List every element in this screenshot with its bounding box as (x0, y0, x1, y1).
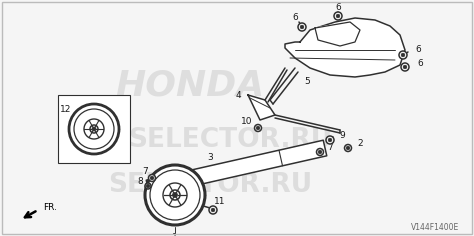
Circle shape (145, 165, 205, 225)
Circle shape (300, 25, 304, 29)
Circle shape (170, 190, 180, 200)
Circle shape (173, 193, 177, 198)
Circle shape (318, 150, 322, 154)
Circle shape (74, 109, 114, 149)
Text: 11: 11 (214, 198, 226, 206)
Text: HONDA: HONDA (115, 68, 264, 102)
Text: 6: 6 (335, 4, 341, 13)
Circle shape (317, 148, 323, 156)
Circle shape (148, 174, 155, 181)
Text: 8: 8 (137, 177, 143, 186)
Text: 1: 1 (172, 232, 178, 236)
Circle shape (255, 125, 262, 131)
Polygon shape (315, 22, 360, 46)
Circle shape (403, 65, 407, 69)
Circle shape (146, 184, 150, 188)
Circle shape (345, 144, 352, 152)
Polygon shape (146, 140, 327, 196)
Circle shape (334, 12, 342, 20)
Text: 5: 5 (304, 77, 310, 87)
Circle shape (336, 14, 340, 18)
Text: SELECTOR.RU: SELECTOR.RU (108, 172, 312, 198)
Circle shape (150, 170, 200, 220)
Circle shape (256, 126, 260, 130)
Circle shape (150, 176, 154, 180)
Circle shape (90, 125, 98, 133)
Circle shape (92, 127, 96, 131)
Text: SELECTOR.RU: SELECTOR.RU (128, 127, 332, 153)
Circle shape (298, 23, 306, 31)
Text: 4: 4 (235, 92, 241, 101)
Circle shape (326, 136, 334, 144)
Circle shape (211, 208, 215, 212)
FancyBboxPatch shape (58, 95, 130, 163)
Circle shape (209, 206, 217, 214)
Polygon shape (285, 18, 405, 77)
Circle shape (163, 183, 187, 207)
Text: 3: 3 (207, 153, 213, 163)
Circle shape (328, 138, 332, 142)
Circle shape (346, 146, 350, 150)
Circle shape (399, 51, 407, 59)
Circle shape (145, 183, 151, 189)
Circle shape (69, 104, 119, 154)
Text: FR.: FR. (43, 203, 57, 212)
Text: 7: 7 (327, 143, 333, 152)
Text: 6: 6 (415, 46, 421, 55)
Text: 2: 2 (357, 139, 363, 148)
Text: 7: 7 (142, 168, 148, 177)
Text: 6: 6 (292, 13, 298, 22)
Text: 12: 12 (60, 105, 72, 114)
Text: V144F1400E: V144F1400E (411, 223, 459, 232)
Text: 9: 9 (339, 131, 345, 139)
Text: 10: 10 (241, 118, 253, 126)
Text: 6: 6 (417, 59, 423, 68)
Circle shape (84, 119, 104, 139)
Polygon shape (248, 95, 275, 120)
Circle shape (401, 63, 409, 71)
Circle shape (401, 53, 405, 57)
